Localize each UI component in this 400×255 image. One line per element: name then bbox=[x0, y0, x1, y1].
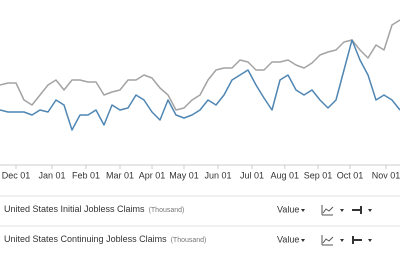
x-tick-label: Nov 01 bbox=[372, 170, 400, 180]
legend-label: United States Initial Jobless Claims (Tho… bbox=[4, 204, 184, 214]
chart-type-button[interactable] bbox=[321, 205, 344, 216]
x-tick-label: Jan 01 bbox=[38, 170, 65, 180]
dropdown-arrow bbox=[340, 239, 344, 242]
x-tick-label: May 01 bbox=[169, 170, 199, 180]
icon bbox=[352, 236, 362, 244]
dropdown-arrow[interactable] bbox=[301, 239, 305, 242]
legend-name: United States Continuing Jobless Claims bbox=[4, 234, 167, 244]
icon bbox=[352, 206, 362, 214]
legend-label: United States Continuing Jobless Claims (… bbox=[4, 234, 206, 244]
chart-type-button[interactable] bbox=[321, 235, 344, 246]
display-dropdown[interactable]: Value bbox=[277, 234, 299, 244]
icon bbox=[321, 205, 334, 216]
x-tick-label: Jun 01 bbox=[204, 170, 231, 180]
dropdown-arrow bbox=[340, 209, 344, 212]
x-tick-label: Mar 01 bbox=[106, 170, 134, 180]
display-dropdown[interactable]: Value bbox=[277, 204, 299, 214]
legend-name: United States Initial Jobless Claims bbox=[4, 204, 145, 214]
axis-button[interactable] bbox=[352, 206, 372, 214]
series-line bbox=[0, 39, 400, 131]
dropdown-arrow bbox=[368, 239, 372, 242]
x-tick-label: Dec 01 bbox=[2, 170, 31, 180]
x-tick-label: Feb 01 bbox=[72, 170, 100, 180]
axis-button[interactable] bbox=[352, 236, 372, 244]
x-tick-label: Apr 01 bbox=[139, 170, 166, 180]
legend-unit: (Thousand) bbox=[149, 207, 185, 214]
legend: United States Initial Jobless Claims (Tho… bbox=[4, 204, 372, 246]
x-tick-label: Oct 01 bbox=[337, 170, 364, 180]
dropdown-arrow[interactable] bbox=[301, 209, 305, 212]
x-tick-label: Jul 01 bbox=[240, 170, 264, 180]
x-tick-label: Sep 01 bbox=[304, 170, 333, 180]
dropdown-arrow bbox=[368, 209, 372, 212]
legend-unit: (Thousand) bbox=[171, 237, 207, 244]
x-tick-label: Aug 01 bbox=[271, 170, 300, 180]
icon bbox=[321, 235, 334, 246]
series-line bbox=[0, 19, 400, 111]
